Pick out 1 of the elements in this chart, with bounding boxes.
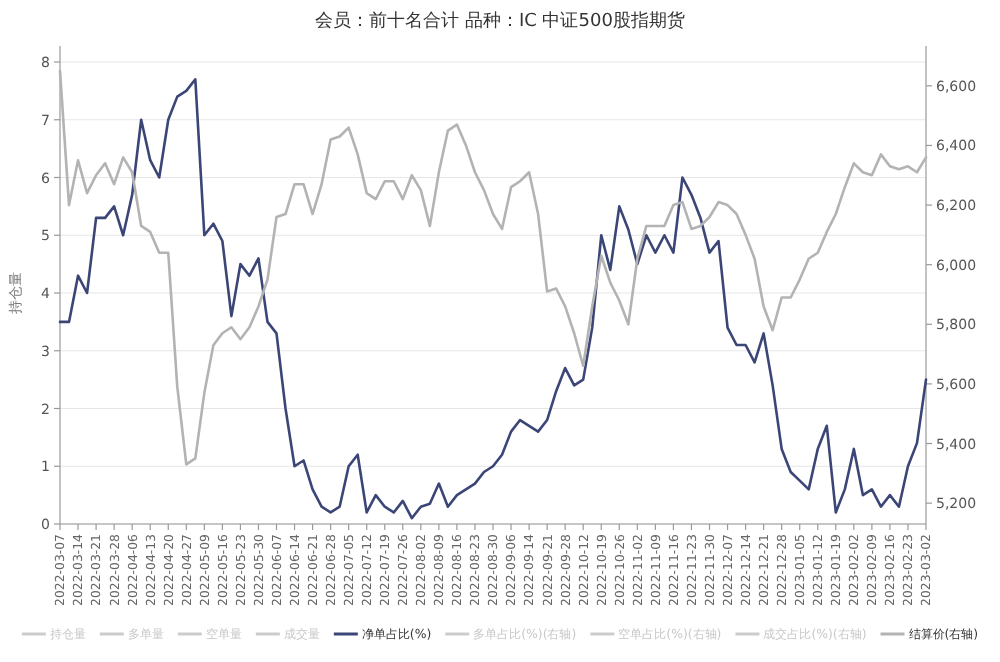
chart-title: 会员：前十名合计 品种：IC 中证500股指期货 [315,10,685,32]
